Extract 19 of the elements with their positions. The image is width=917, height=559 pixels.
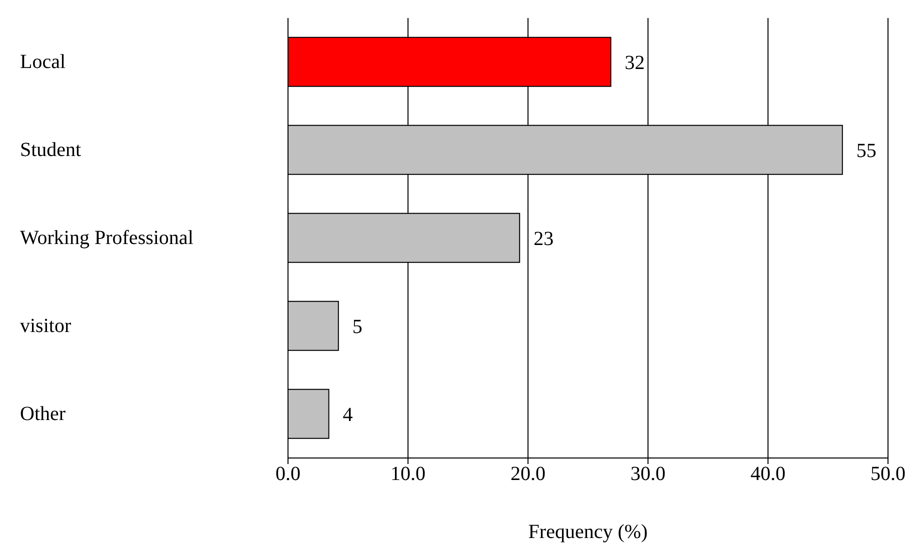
- x-tick-label: 10.0: [390, 463, 426, 486]
- x-axis-title: Frequency (%): [528, 521, 648, 543]
- x-tick-label: 20.0: [510, 463, 546, 486]
- y-tick-label: Student: [20, 139, 82, 161]
- x-tick-label: 0.0: [276, 463, 300, 486]
- annotation: 23: [534, 228, 554, 250]
- bar: [288, 300, 339, 351]
- annotation: 32: [624, 52, 645, 74]
- x-tick-label: 30.0: [630, 463, 666, 486]
- bar: [288, 388, 330, 439]
- x-tick-label: 50.0: [870, 463, 906, 486]
- annotation: 4: [342, 404, 353, 426]
- annotation: 55: [856, 140, 876, 162]
- y-tick-label: Local: [20, 51, 66, 73]
- y-tick-label: visitor: [20, 315, 72, 337]
- x-tick-label: 40.0: [750, 463, 786, 486]
- annotation: 5: [352, 316, 362, 338]
- y-tick-label: Working Professional: [20, 227, 194, 249]
- y-tick-label: Other: [20, 403, 66, 425]
